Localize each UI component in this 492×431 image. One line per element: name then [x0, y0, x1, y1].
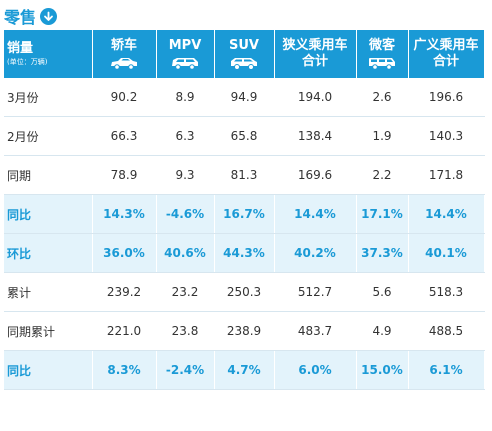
- table-cell: 66.3: [92, 116, 157, 156]
- table-cell: 37.3%: [356, 233, 409, 273]
- table-cell: 40.2%: [274, 233, 357, 273]
- header-sedan-label: 轿车: [110, 38, 137, 53]
- table-cell: 15.0%: [356, 350, 409, 390]
- table-row: 累计 239.2 23.2 250.3 512.7 5.6 518.3: [4, 272, 485, 312]
- table-cell: 9.3: [156, 155, 215, 195]
- row-label: 环比: [4, 233, 93, 273]
- table-row: 3月份 90.2 8.9 94.9 194.0 2.6 196.6: [4, 78, 485, 117]
- table-cell: 16.7%: [214, 194, 275, 234]
- table-row-highlight: 同比 8.3% -2.4% 4.7% 6.0% 15.0% 6.1%: [4, 350, 485, 390]
- table-cell: 90.2: [92, 78, 157, 117]
- table-row: 同期 78.9 9.3 81.3 169.6 2.2 171.8: [4, 155, 485, 195]
- header-suv: SUV: [214, 30, 275, 78]
- sedan-icon: [111, 58, 137, 70]
- table-cell: 239.2: [92, 272, 157, 312]
- table-cell: 5.6: [356, 272, 409, 312]
- header-label: 销量: [7, 41, 34, 56]
- table-cell: -4.6%: [156, 194, 215, 234]
- table-cell: 1.9: [356, 116, 409, 156]
- table-cell: 81.3: [214, 155, 275, 195]
- header-mpv: MPV: [156, 30, 215, 78]
- header-narrow-total-line1: 狭义乘用车: [282, 38, 348, 53]
- table-cell: 4.9: [356, 311, 409, 351]
- sales-table: 销量 (单位：万辆) 轿车 MPV: [4, 30, 485, 390]
- table-cell: 518.3: [408, 272, 485, 312]
- table-cell: -2.4%: [156, 350, 215, 390]
- table-cell: 488.5: [408, 311, 485, 351]
- table-cell: 78.9: [92, 155, 157, 195]
- table-cell: 6.0%: [274, 350, 357, 390]
- table-cell: 2.6: [356, 78, 409, 117]
- table-cell: 23.2: [156, 272, 215, 312]
- table-cell: 194.0: [274, 78, 357, 117]
- header-narrow-total: 狭义乘用车 合计: [274, 30, 357, 78]
- table-cell: 14.4%: [274, 194, 357, 234]
- header-sedan: 轿车: [92, 30, 157, 78]
- row-label: 同比: [4, 350, 93, 390]
- table-cell: 17.1%: [356, 194, 409, 234]
- header-narrow-total-line2: 合计: [301, 54, 328, 69]
- table-cell: 6.1%: [408, 350, 485, 390]
- row-label: 同期累计: [4, 311, 93, 351]
- table-cell: 8.9: [156, 78, 215, 117]
- table-cell: 483.7: [274, 311, 357, 351]
- row-label: 同期: [4, 155, 93, 195]
- table-cell: 140.3: [408, 116, 485, 156]
- table-cell: 44.3%: [214, 233, 275, 273]
- row-label: 3月份: [4, 78, 93, 117]
- row-label: 2月份: [4, 116, 93, 156]
- suv-icon: [231, 58, 257, 70]
- row-label: 同比: [4, 194, 93, 234]
- table-row-highlight: 同比 14.3% -4.6% 16.7% 14.4% 17.1% 14.4%: [4, 194, 485, 234]
- table-cell: 8.3%: [92, 350, 157, 390]
- header-minivan: 微客: [356, 30, 409, 78]
- table-cell: 14.4%: [408, 194, 485, 234]
- header-broad-total: 广义乘用车 合计: [408, 30, 485, 78]
- row-label: 累计: [4, 272, 93, 312]
- minivan-icon: [369, 58, 395, 70]
- table-cell: 138.4: [274, 116, 357, 156]
- table-cell: 238.9: [214, 311, 275, 351]
- section-title: 零售: [4, 4, 58, 28]
- table-cell: 250.3: [214, 272, 275, 312]
- table-cell: 2.2: [356, 155, 409, 195]
- table-cell: 40.6%: [156, 233, 215, 273]
- table-cell: 36.0%: [92, 233, 157, 273]
- table-cell: 14.3%: [92, 194, 157, 234]
- table-row: 2月份 66.3 6.3 65.8 138.4 1.9 140.3: [4, 116, 485, 156]
- header-suv-label: SUV: [229, 38, 259, 53]
- table-cell: 6.3: [156, 116, 215, 156]
- table-cell: 221.0: [92, 311, 157, 351]
- header-broad-total-line2: 合计: [432, 54, 459, 69]
- table-cell: 65.8: [214, 116, 275, 156]
- table-cell: 94.9: [214, 78, 275, 117]
- header-unit: (单位：万辆): [7, 58, 48, 66]
- table-row-highlight: 环比 36.0% 40.6% 44.3% 40.2% 37.3% 40.1%: [4, 233, 485, 273]
- chevron-down-icon[interactable]: [40, 7, 58, 25]
- table-cell: 40.1%: [408, 233, 485, 273]
- header-row: 销量 (单位：万辆) 轿车 MPV: [4, 30, 485, 78]
- table-row: 同期累计 221.0 23.8 238.9 483.7 4.9 488.5: [4, 311, 485, 351]
- table-cell: 4.7%: [214, 350, 275, 390]
- header-first-cell: 销量 (单位：万辆): [4, 30, 93, 78]
- header-broad-total-line1: 广义乘用车: [413, 38, 479, 53]
- header-minivan-label: 微客: [368, 38, 395, 53]
- table-cell: 23.8: [156, 311, 215, 351]
- table-cell: 169.6: [274, 155, 357, 195]
- table-cell: 196.6: [408, 78, 485, 117]
- table-cell: 171.8: [408, 155, 485, 195]
- mpv-icon: [172, 58, 198, 70]
- title-text: 零售: [4, 8, 37, 27]
- header-mpv-label: MPV: [168, 38, 202, 53]
- table-cell: 512.7: [274, 272, 357, 312]
